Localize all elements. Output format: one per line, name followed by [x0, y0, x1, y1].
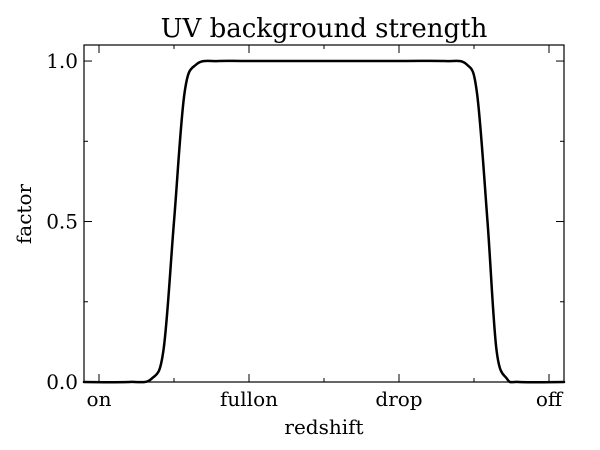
series-line — [82, 59, 566, 384]
ticks-layer: on fullon drop off 0.0 0.5 1.0 — [46, 45, 564, 411]
plot-frame — [83, 44, 565, 383]
chart-title: UV background strength — [161, 14, 488, 44]
x-axis-label: redshift — [284, 415, 363, 439]
y-tick-label: 0.5 — [46, 210, 78, 234]
x-tick-label: on — [87, 387, 112, 411]
x-tick-label: fullon — [220, 387, 278, 411]
y-tick-label: 1.0 — [46, 49, 78, 73]
y-axis-label: factor — [12, 183, 36, 244]
x-tick-label: drop — [375, 387, 422, 411]
x-tick-label: off — [536, 387, 564, 411]
y-tick-label: 0.0 — [46, 370, 78, 394]
plot-layer — [82, 59, 566, 384]
